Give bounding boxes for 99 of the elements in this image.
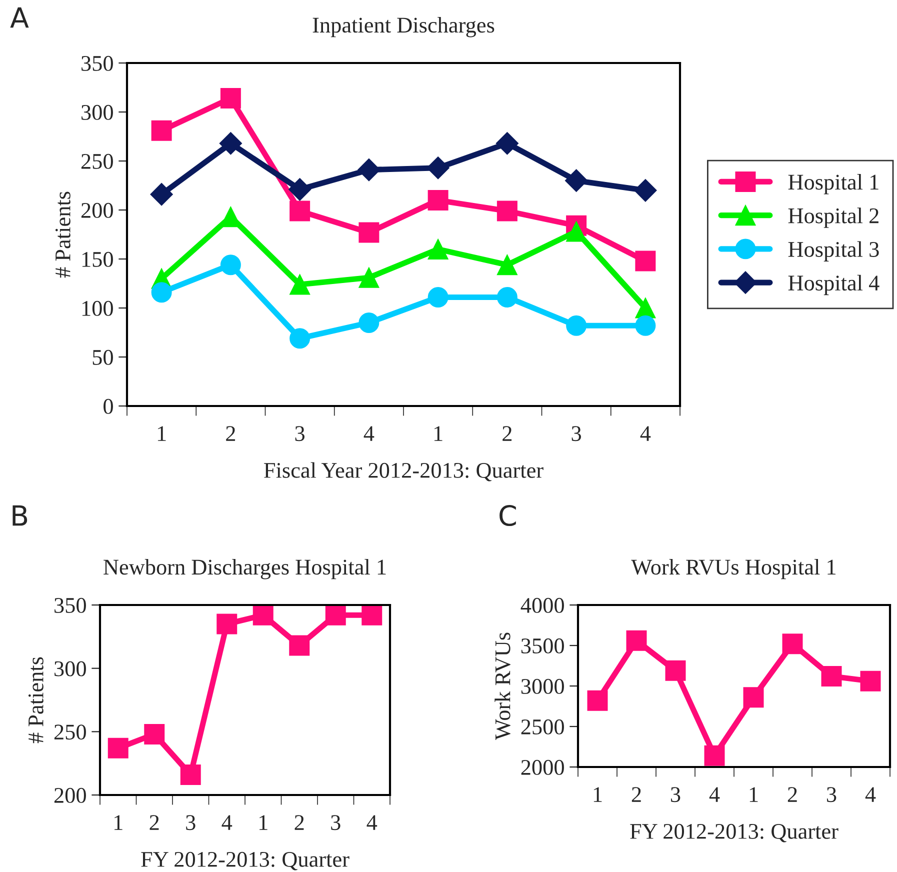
- x-tick-label: 4: [640, 426, 651, 441]
- x-tick-label: 2: [502, 426, 512, 441]
- text: C: [500, 505, 516, 526]
- point: [626, 630, 647, 651]
- point: [144, 724, 165, 744]
- point: [782, 634, 803, 654]
- text: A: [10, 7, 29, 28]
- y-tick-label: 200: [54, 788, 86, 803]
- point: [564, 169, 588, 192]
- x-tick-label: 3: [331, 815, 340, 830]
- x-tick-label: 3: [671, 787, 680, 802]
- chart-title: Inpatient Discharges: [312, 17, 494, 38]
- y-tick-label: 2000: [521, 760, 564, 775]
- chart-title: Newborn Discharges Hospital 1: [104, 559, 386, 580]
- point: [496, 132, 519, 155]
- point: [290, 328, 310, 349]
- y-tick-label: 3500: [521, 638, 564, 654]
- y-axis-title: Work RVUs: [494, 632, 510, 740]
- point: [290, 274, 310, 295]
- legend-label: Hospital 2: [788, 208, 878, 228]
- x-tick-label: 1: [158, 426, 166, 441]
- y-tick-label: 0: [104, 398, 113, 414]
- point: [587, 690, 608, 711]
- x-tick-label: 2: [788, 787, 797, 802]
- point: [496, 286, 518, 308]
- x-tick-label: 2: [150, 815, 159, 830]
- x-tick-label: 3: [295, 426, 304, 442]
- point: [566, 315, 587, 336]
- point: [220, 88, 241, 109]
- x-tick-label: 3: [827, 787, 836, 802]
- x-tick-label: 2: [294, 815, 304, 830]
- point: [358, 267, 380, 288]
- y-tick-label: 150: [82, 252, 113, 267]
- point: [151, 120, 172, 141]
- point: [428, 238, 448, 260]
- x-tick-label: 1: [750, 787, 758, 802]
- point: [496, 254, 518, 276]
- x-tick-label: 1: [260, 815, 268, 830]
- y-tick-label: 250: [81, 154, 113, 169]
- x-tick-label: 4: [364, 426, 374, 441]
- y-tick-label: 3000: [521, 678, 564, 694]
- point: [150, 182, 173, 206]
- point: [665, 660, 686, 681]
- point: [362, 605, 382, 626]
- x-tick-label: 4: [865, 787, 876, 802]
- point: [428, 286, 448, 308]
- legend-label: Hospital 4: [788, 274, 880, 296]
- x-tick-label: 3: [572, 426, 581, 442]
- point: [358, 222, 380, 243]
- y-tick-label: 300: [82, 104, 113, 120]
- y-tick-label: 100: [82, 300, 113, 316]
- point: [358, 158, 380, 182]
- point: [704, 745, 725, 766]
- point: [289, 635, 310, 656]
- x-tick-label: 1: [594, 787, 602, 802]
- point: [635, 315, 656, 336]
- x-tick-label: 4: [222, 815, 232, 830]
- x-axis-title: FY 2012-2013: Quarter: [630, 824, 838, 842]
- point: [821, 666, 842, 687]
- y-tick-label: 350: [82, 56, 113, 71]
- text: B: [12, 505, 28, 526]
- point: [634, 179, 657, 202]
- x-tick-label: 2: [632, 787, 641, 802]
- point: [252, 605, 274, 626]
- x-tick-label: 4: [709, 787, 720, 802]
- point: [180, 764, 201, 785]
- y-tick-label: 250: [54, 724, 86, 740]
- point: [216, 614, 238, 634]
- point: [325, 605, 346, 626]
- x-axis-title: FY 2012-2013: Quarter: [141, 852, 350, 870]
- y-tick-label: 300: [54, 661, 86, 676]
- y-axis-title: # Patients: [55, 192, 70, 278]
- x-axis-title: Fiscal Year 2012-2013: Quarter: [264, 462, 544, 482]
- point: [151, 282, 172, 303]
- y-tick-label: 200: [81, 202, 113, 218]
- x-tick-label: 4: [366, 815, 378, 830]
- point: [358, 312, 380, 333]
- point: [428, 190, 448, 210]
- y-tick-label: 350: [54, 598, 86, 613]
- y-tick-label: 2500: [521, 719, 564, 734]
- y-tick-label: 4000: [520, 598, 564, 613]
- point: [290, 200, 310, 222]
- y-tick-label: 50: [92, 350, 113, 365]
- point: [860, 670, 881, 692]
- point: [635, 250, 656, 272]
- point: [288, 178, 312, 201]
- point: [496, 200, 518, 222]
- x-tick-label: 1: [114, 815, 122, 830]
- point: [743, 687, 764, 708]
- chart-title: Work RVUs Hospital 1: [631, 559, 836, 580]
- point: [219, 132, 242, 155]
- legend-label: Hospital 3: [788, 241, 879, 262]
- y-axis-title: # Patients: [28, 657, 44, 744]
- x-tick-label: 2: [226, 426, 236, 441]
- x-tick-label: 1: [434, 426, 442, 441]
- point: [108, 738, 128, 758]
- point: [220, 254, 241, 276]
- legend-label: Hospital 1: [788, 174, 878, 194]
- x-tick-label: 3: [186, 815, 196, 830]
